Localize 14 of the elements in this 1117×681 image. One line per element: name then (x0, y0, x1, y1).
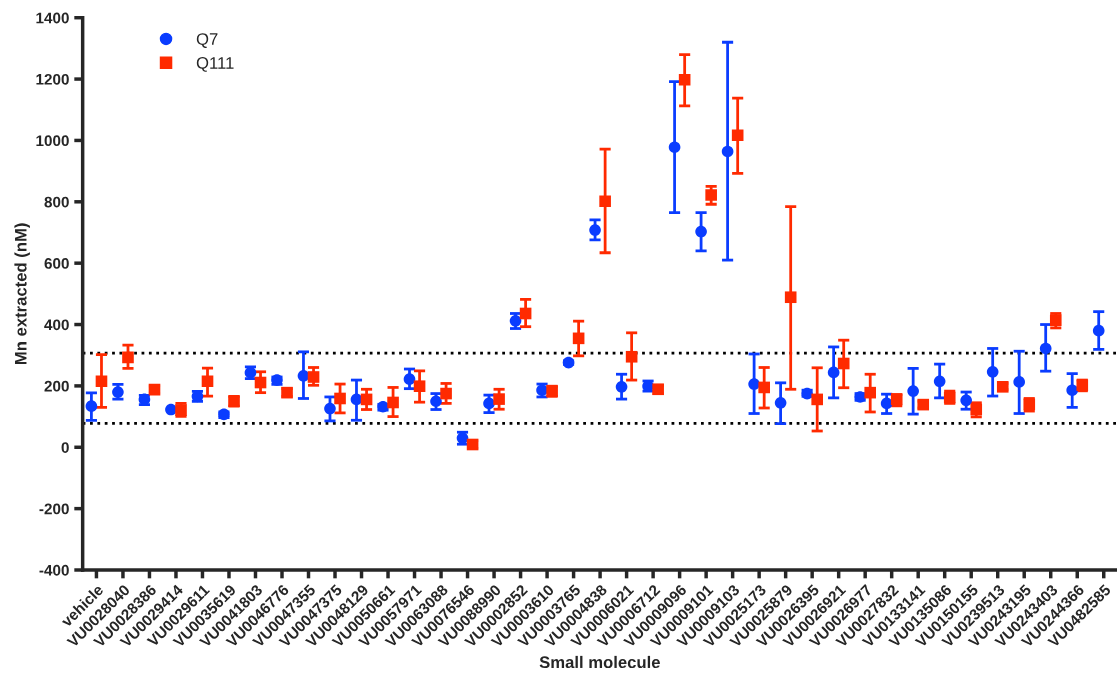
y-tick-label: -400 (39, 564, 69, 576)
y-tick-label: 0 (61, 442, 69, 453)
y-tick-label: 1000 (36, 135, 69, 147)
y-tick-label: 600 (44, 258, 69, 269)
x-axis-title: Small molecule (539, 655, 660, 669)
y-tick-label: 200 (44, 380, 69, 392)
y-tick-label: 800 (44, 196, 69, 208)
y-axis-title: Mn extracted (nM) (14, 223, 30, 365)
legend-label: Q111 (196, 57, 234, 72)
y-tick-label: -200 (39, 503, 69, 515)
y-tick-label: 1200 (36, 73, 69, 85)
legend-label: Q7 (196, 33, 218, 48)
y-tick-label: 400 (44, 319, 69, 331)
y-tick-label: 1400 (36, 12, 69, 24)
